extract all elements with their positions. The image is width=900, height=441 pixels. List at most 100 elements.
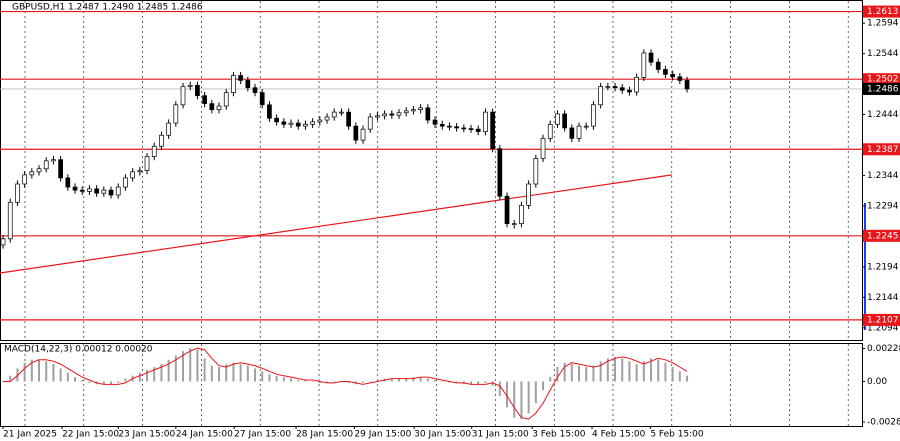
candle-body	[627, 89, 632, 93]
macd-bar	[45, 361, 48, 382]
candle-body	[353, 125, 359, 141]
candle-body	[418, 107, 423, 111]
candle-body	[295, 122, 301, 127]
main-panel	[0, 0, 863, 341]
candle-body	[605, 86, 611, 88]
macd-bar	[174, 355, 177, 382]
macd-bar	[606, 358, 609, 382]
macd-bar	[426, 378, 429, 382]
macd-bar	[59, 368, 62, 382]
macd-bar	[254, 368, 257, 382]
candle-body	[562, 113, 567, 129]
candle-body	[36, 168, 42, 173]
macd-bar	[74, 377, 77, 382]
candle-body	[619, 87, 625, 91]
candle-body	[677, 76, 683, 81]
candle-body	[396, 112, 402, 116]
macd-bar	[304, 380, 307, 382]
y-tick-label: 1.2344	[867, 171, 899, 181]
candle-body	[411, 109, 416, 112]
candle-body	[612, 86, 618, 89]
candle-body	[367, 116, 373, 130]
y-tick-label: 1.2094	[867, 323, 899, 333]
candle-body	[331, 111, 337, 118]
macd-bar	[434, 380, 437, 382]
candle-body	[87, 188, 92, 192]
candle-body	[447, 125, 452, 128]
macd-bar	[686, 375, 689, 382]
macd-bar	[268, 374, 271, 382]
macd-bar	[390, 378, 393, 382]
macd-bar	[210, 365, 213, 382]
macd-bar	[599, 361, 602, 382]
candle-body	[187, 84, 193, 87]
candle-body	[195, 84, 200, 97]
candle-body	[72, 186, 78, 191]
candle-body	[504, 195, 510, 224]
macd-y-tick-label: -0.0028	[867, 417, 900, 427]
macd-panel	[0, 343, 863, 427]
macd-signal	[3, 347, 688, 420]
macd-bar	[412, 377, 415, 382]
macd-bar	[81, 380, 84, 382]
candle-body	[115, 186, 121, 196]
macd-bar	[225, 364, 228, 382]
macd-bar	[362, 381, 365, 383]
x-tick-label: 3 Feb 15:00	[532, 430, 586, 440]
macd-bar	[333, 381, 336, 382]
x-tick-label: 30 Jan 15:00	[414, 430, 471, 440]
macd-bar	[182, 351, 185, 382]
macd-bar	[9, 375, 12, 382]
y-tick-label: 1.2594	[867, 19, 899, 29]
macd-bar	[146, 369, 149, 382]
macd-bar	[455, 381, 458, 383]
candle-body	[576, 125, 582, 139]
macd-bar	[30, 359, 33, 382]
candle-body	[547, 123, 553, 139]
candle-body	[663, 69, 668, 75]
candle-body	[223, 92, 229, 107]
candle-body	[670, 73, 675, 78]
candle-body	[123, 177, 128, 188]
x-tick-label: 28 Jan 15:00	[296, 430, 353, 440]
candle-body	[252, 87, 258, 93]
candle-body	[137, 170, 143, 173]
macd-bar	[167, 359, 170, 382]
macd-bar	[419, 377, 422, 382]
candle-body	[389, 113, 395, 116]
x-tick-label: 24 Jan 15:00	[176, 430, 233, 440]
candle-body	[655, 61, 661, 70]
macd-bar	[635, 364, 638, 382]
candle-body	[403, 110, 409, 114]
macd-bar	[117, 381, 120, 383]
candle-body	[641, 52, 647, 78]
macd-bar	[585, 367, 588, 382]
macd-bar	[671, 367, 674, 382]
macd-bar	[369, 381, 372, 382]
macd-bar	[218, 367, 221, 382]
candle-body	[29, 171, 35, 176]
macd-bar	[563, 362, 566, 382]
candle-body	[180, 86, 186, 106]
macd-bar	[124, 378, 127, 382]
macd-bar	[628, 361, 631, 382]
x-tick-label: 22 Jan 15:00	[62, 430, 119, 440]
macd-bar	[592, 365, 595, 382]
macd-bar	[102, 381, 105, 385]
candle-body	[51, 159, 56, 162]
macd-bar	[578, 365, 581, 382]
candle-body	[439, 123, 445, 127]
x-tick-label: 5 Feb 15:00	[650, 430, 704, 440]
candle-body	[339, 111, 344, 114]
level-label: 1.2613	[867, 7, 899, 17]
macd-bar	[650, 358, 653, 382]
macd-bar	[297, 380, 300, 382]
candle-body	[425, 107, 431, 121]
candle-body	[346, 111, 351, 127]
x-tick-label: 4 Feb 15:00	[592, 430, 646, 440]
level-label-box	[863, 143, 900, 156]
macd-bar	[513, 381, 516, 418]
candle-body	[173, 104, 179, 124]
candle-body	[151, 145, 157, 157]
